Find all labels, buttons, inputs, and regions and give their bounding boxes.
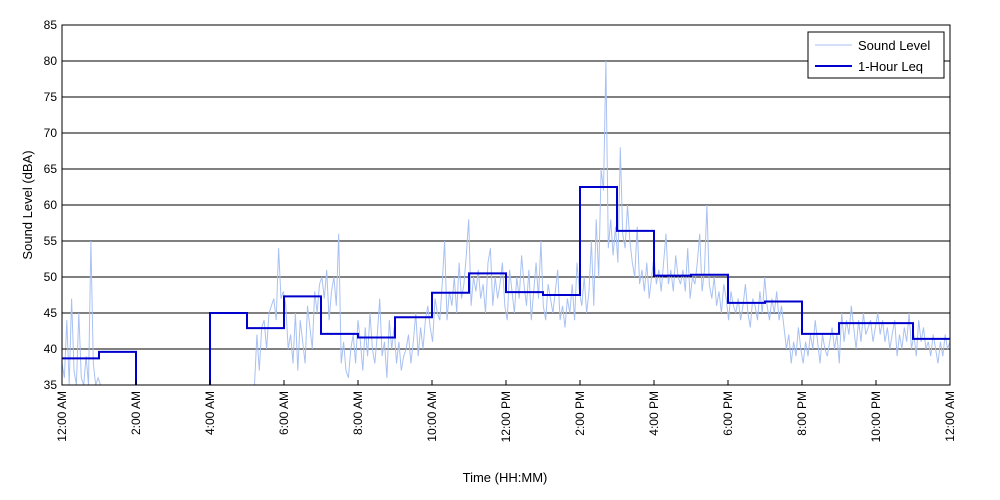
leq-step-line xyxy=(62,186,950,385)
y-tick-label: 50 xyxy=(44,270,58,284)
x-axis-ticks: 12:00 AM 2:00 AM 4:00 AM 6:00 AM 8:00 AM 10:0… xyxy=(55,380,957,442)
y-tick-label: 70 xyxy=(44,126,58,140)
y-tick-label: 65 xyxy=(44,162,58,176)
x-tick-label: 2:00 PM xyxy=(573,391,587,436)
y-tick-label: 60 xyxy=(44,198,58,212)
y-tick-label: 75 xyxy=(44,90,58,104)
y-tick-label: 45 xyxy=(44,306,58,320)
y-tick-label: 40 xyxy=(44,342,58,356)
x-tick-label: 6:00 AM xyxy=(277,391,291,435)
x-tick-label: 2:00 AM xyxy=(129,391,143,435)
x-tick-label: 10:00 PM xyxy=(869,391,883,442)
y-axis-ticks: 35 40 45 50 55 60 65 70 75 80 85 xyxy=(44,18,67,392)
x-tick-label: 6:00 PM xyxy=(721,391,735,436)
sound-level-line xyxy=(62,60,950,385)
legend-label-sound-level: Sound Level xyxy=(858,38,930,53)
y-axis-title: Sound Level (dBA) xyxy=(20,150,35,259)
legend-label-leq: 1-Hour Leq xyxy=(858,59,923,74)
x-tick-label: 12:00 AM xyxy=(943,391,957,442)
legend-box xyxy=(807,31,945,79)
plot-area xyxy=(62,60,950,385)
x-tick-label: 8:00 AM xyxy=(351,391,365,435)
x-tick-label: 10:00 AM xyxy=(425,391,439,442)
y-tick-label: 80 xyxy=(44,54,58,68)
legend: Sound Level 1-Hour Leq xyxy=(807,31,945,79)
x-tick-label: 4:00 AM xyxy=(203,391,217,435)
x-tick-label: 12:00 PM xyxy=(499,391,513,442)
x-tick-label: 12:00 AM xyxy=(55,391,69,442)
y-tick-label: 55 xyxy=(44,234,58,248)
x-tick-label: 4:00 PM xyxy=(647,391,661,436)
x-axis-title: Time (HH:MM) xyxy=(463,470,548,485)
x-tick-label: 8:00 PM xyxy=(795,391,809,436)
y-tick-label: 85 xyxy=(44,18,58,32)
y-tick-label: 35 xyxy=(44,378,58,392)
